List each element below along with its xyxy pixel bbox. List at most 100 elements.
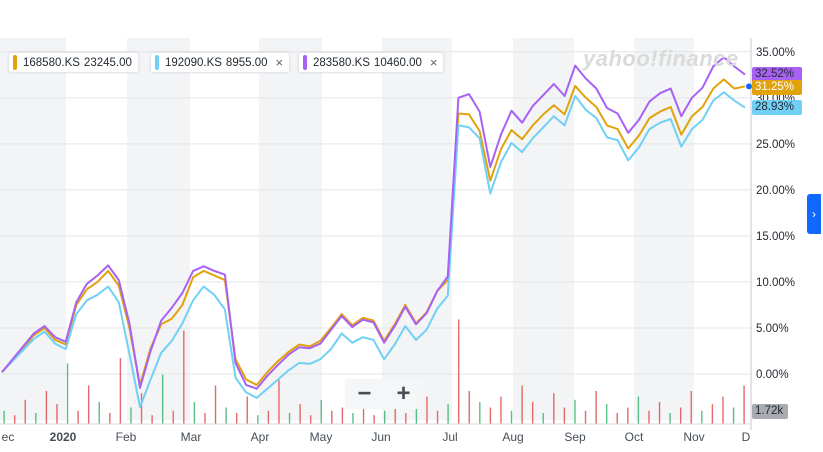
last-value-tag-192090: 28.93%	[752, 100, 802, 115]
series-line-192090.KS	[1, 91, 746, 409]
volume-bar	[352, 413, 354, 424]
volume-bar	[743, 385, 745, 424]
x-tick-label: Nov	[683, 430, 704, 444]
volume-bar	[288, 413, 291, 424]
remove-comparison-close-icon[interactable]: ×	[275, 55, 284, 70]
volume-bar	[722, 396, 724, 424]
y-tick-label: 25.00%	[756, 139, 795, 151]
volume-bar	[521, 385, 523, 424]
legend-swatch-168580	[13, 55, 17, 70]
volume-bar	[35, 413, 37, 424]
volume-bar	[151, 415, 153, 424]
last-value-tag-283580: 32.52%	[752, 67, 802, 82]
volume-bar	[77, 410, 79, 424]
x-tick-label: May	[310, 430, 333, 444]
volume-bar	[701, 410, 703, 424]
volume-bar	[235, 413, 238, 424]
volume-bar	[627, 407, 629, 424]
series-line-283580.KS	[1, 56, 746, 390]
month-band	[382, 38, 452, 420]
y-tick-label: 5.00%	[756, 323, 789, 335]
volume-bar	[500, 396, 502, 424]
zoom-in-button[interactable]: +	[396, 380, 411, 407]
volume-bar	[479, 402, 481, 424]
x-tick-label: Mar	[181, 430, 202, 444]
expand-panel-chevron-right-icon[interactable]: ›	[807, 194, 821, 234]
volume-bar	[394, 402, 396, 424]
x-tick-label: ec	[2, 430, 15, 444]
volume-bar	[246, 396, 248, 424]
volume-bar	[679, 407, 682, 424]
volume-bar	[648, 410, 650, 424]
volume-bar	[161, 374, 164, 424]
volume-bar	[267, 410, 270, 424]
volume-bar	[3, 410, 5, 424]
x-tick-label: Aug	[502, 430, 523, 444]
volume-bar	[119, 358, 122, 424]
remove-comparison-close-icon[interactable]: ×	[429, 55, 438, 70]
volume-bar	[669, 413, 671, 424]
volume-bar	[605, 404, 608, 424]
volume-bar	[373, 415, 375, 424]
legend-price: 10460.00	[373, 56, 422, 69]
volume-bar	[13, 415, 16, 424]
volume-bar	[574, 399, 576, 424]
x-tick-label: Feb	[116, 430, 137, 444]
volume-bar	[637, 396, 640, 424]
x-tick-label: Jun	[371, 430, 390, 444]
zoom-controls: − +	[345, 379, 423, 409]
volume-bar	[331, 410, 333, 424]
volume-bar	[383, 410, 386, 424]
volume-bar	[257, 415, 259, 424]
volume-bar	[299, 404, 301, 424]
legend-chip-168580[interactable]: 168580.KS 23245.00	[8, 52, 139, 73]
month-band	[259, 38, 322, 420]
volume-bar	[436, 410, 439, 424]
y-tick-label: 35.00%	[756, 47, 795, 59]
volume-bar	[98, 402, 100, 424]
volume-bar	[45, 391, 48, 424]
volume-bar	[66, 363, 69, 424]
volume-value-tag: 1.72k	[752, 404, 788, 419]
volume-bar	[24, 399, 26, 424]
volume-bar	[732, 407, 735, 424]
volume-bar	[489, 407, 492, 424]
volume-bar	[309, 415, 312, 424]
legend-symbol: 283580.KS	[313, 56, 370, 69]
volume-bar	[595, 391, 597, 424]
month-band	[513, 38, 574, 420]
volume-bar	[87, 385, 90, 424]
yahoo-finance-watermark: yahoo!finance	[583, 46, 739, 71]
zoom-out-button[interactable]: −	[357, 380, 372, 407]
legend-symbol: 192090.KS	[165, 56, 222, 69]
volume-bar	[320, 399, 322, 424]
x-tick-label: D	[742, 430, 751, 444]
series-line-168580.KS	[1, 78, 746, 386]
volume-bar	[584, 410, 587, 424]
volume-bar	[109, 413, 111, 424]
volume-bar	[341, 407, 344, 424]
last-point-marker	[746, 83, 752, 90]
month-band	[0, 38, 66, 420]
volume-bar	[130, 407, 132, 424]
x-tick-label: Sep	[564, 430, 586, 444]
volume-bar	[405, 413, 407, 424]
legend-symbol: 168580.KS	[23, 56, 80, 69]
legend-swatch-283580	[303, 55, 307, 70]
volume-bar	[56, 404, 58, 424]
legend-chip-283580[interactable]: 283580.KS 10460.00 ×	[298, 52, 445, 73]
volume-bar	[711, 404, 714, 424]
volume-bar	[183, 330, 185, 424]
volume-bar	[193, 402, 196, 424]
volume-bar	[542, 413, 544, 424]
volume-bar	[510, 410, 513, 424]
x-tick-label: Jul	[442, 430, 457, 444]
volume-bar	[563, 407, 566, 424]
volume-bar	[616, 413, 618, 424]
volume-bar	[690, 391, 692, 424]
legend-chip-192090[interactable]: 192090.KS 8955.00 ×	[150, 52, 291, 73]
volume-bar	[531, 402, 534, 424]
volume-bar	[172, 410, 174, 424]
volume-bar	[457, 319, 460, 424]
legend-swatch-192090	[155, 55, 159, 70]
